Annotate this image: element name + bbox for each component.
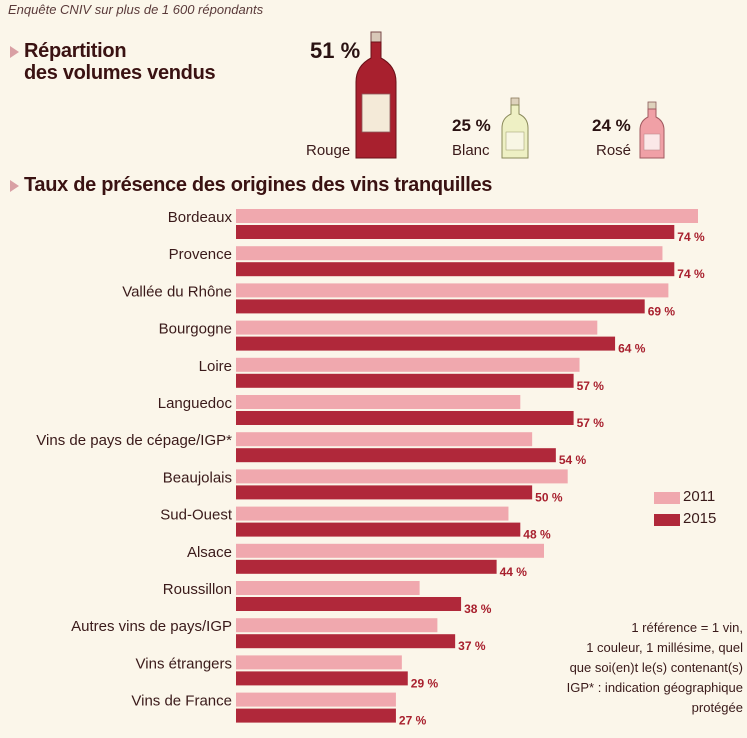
- category-label: Provence: [169, 246, 232, 263]
- category-label: Bordeaux: [168, 209, 233, 226]
- bar-2015: [236, 448, 556, 463]
- bar-2011: [236, 209, 698, 223]
- category-label: Roussillon: [163, 581, 232, 598]
- category-label: Loire: [199, 358, 232, 375]
- rose-label: Rosé: [596, 142, 632, 159]
- value-label-2015: 64 %: [618, 342, 646, 356]
- section-marker-icon: [10, 46, 19, 58]
- volumes-title-line2: des volumes vendus: [24, 62, 216, 84]
- bar-2015: [236, 373, 574, 388]
- value-label-2015: 50 %: [535, 490, 563, 504]
- note-line: protégée: [691, 700, 743, 715]
- bar-2015: [236, 597, 462, 611]
- value-label-2015: 37 %: [458, 639, 486, 653]
- bar-2011: [236, 246, 663, 261]
- value-label-2015: 57 %: [577, 416, 605, 430]
- bar-2015: [236, 485, 533, 500]
- bar-2015: [236, 634, 456, 649]
- rouge-label: Rouge: [306, 142, 351, 159]
- category-label: Vins étrangers: [136, 655, 232, 672]
- rose-bottle-icon: [639, 101, 665, 159]
- rose-pct: 24 %: [592, 116, 631, 135]
- volumes-title: Répartition des volumes vendus: [24, 40, 216, 84]
- legend-label-2015: 2015: [683, 510, 717, 527]
- category-label: Languedoc: [158, 395, 233, 412]
- volumes-title-line1: Répartition: [24, 40, 127, 62]
- legend-swatch-2015: [654, 514, 680, 526]
- chart-title: Taux de présence des origines des vins t…: [24, 174, 493, 196]
- bar-2015: [236, 336, 616, 351]
- category-label: Vallée du Rhône: [122, 283, 232, 300]
- chart-subtitle: Enquête CNIV sur plus de 1 600 répondant…: [8, 2, 264, 17]
- value-label-2015: 27 %: [399, 714, 427, 728]
- bar-2015: [236, 559, 497, 574]
- value-label-2015: 48 %: [523, 528, 551, 542]
- bar-2011: [236, 432, 533, 447]
- bar-2011: [236, 283, 669, 298]
- footnote: 1 référence = 1 vin, 1 couleur, 1 millés…: [503, 618, 743, 718]
- category-label: Vins de France: [131, 693, 232, 710]
- note-line: IGP* : indication géographique: [566, 680, 743, 695]
- legend-label-2011: 2011: [683, 488, 716, 505]
- value-label-2015: 69 %: [648, 304, 676, 318]
- value-label-2015: 44 %: [500, 565, 528, 579]
- category-label: Vins de pays de cépage/IGP*: [36, 432, 232, 449]
- bar-2011: [236, 320, 598, 335]
- bar-2011: [236, 581, 420, 595]
- value-label-2015: 74 %: [677, 267, 705, 281]
- category-label: Sud-Ouest: [160, 507, 233, 524]
- bar-2011: [236, 469, 568, 484]
- category-label: Bourgogne: [159, 321, 232, 338]
- rouge-pct: 51 %: [310, 38, 361, 63]
- bar-2011: [236, 655, 402, 670]
- bar-2011: [236, 543, 544, 558]
- blanc-bottle-icon: [501, 97, 529, 159]
- bar-2011: [236, 357, 580, 372]
- bar-2015: [236, 262, 675, 277]
- note-line: 1 référence = 1 vin,: [631, 620, 743, 635]
- bar-2015: [236, 708, 396, 723]
- bar-2011: [236, 395, 521, 409]
- bar-2015: [236, 522, 521, 537]
- blanc-pct: 25 %: [452, 116, 491, 135]
- bar-2015: [236, 411, 574, 425]
- bar-2015: [236, 225, 675, 239]
- value-label-2015: 54 %: [559, 453, 587, 467]
- bar-2011: [236, 506, 509, 521]
- category-label: Beaujolais: [163, 469, 232, 486]
- bar-2011: [236, 692, 396, 707]
- bar-2015: [236, 671, 408, 686]
- value-label-2015: 57 %: [577, 379, 605, 393]
- note-line: que soi(en)t le(s) contenant(s): [569, 660, 743, 675]
- note-line: 1 couleur, 1 millésime, quel: [586, 640, 743, 655]
- bar-2011: [236, 618, 438, 633]
- category-label: Alsace: [187, 544, 232, 561]
- bar-2015: [236, 299, 645, 314]
- value-label-2015: 29 %: [411, 676, 439, 690]
- value-label-2015: 74 %: [677, 230, 705, 244]
- value-label-2015: 38 %: [464, 602, 492, 616]
- category-label: Autres vins de pays/IGP: [71, 618, 232, 635]
- legend-swatch-2011: [654, 492, 680, 504]
- rouge-bottle-icon: [355, 31, 397, 159]
- blanc-label: Blanc: [452, 142, 490, 159]
- section-marker-icon: [10, 180, 19, 192]
